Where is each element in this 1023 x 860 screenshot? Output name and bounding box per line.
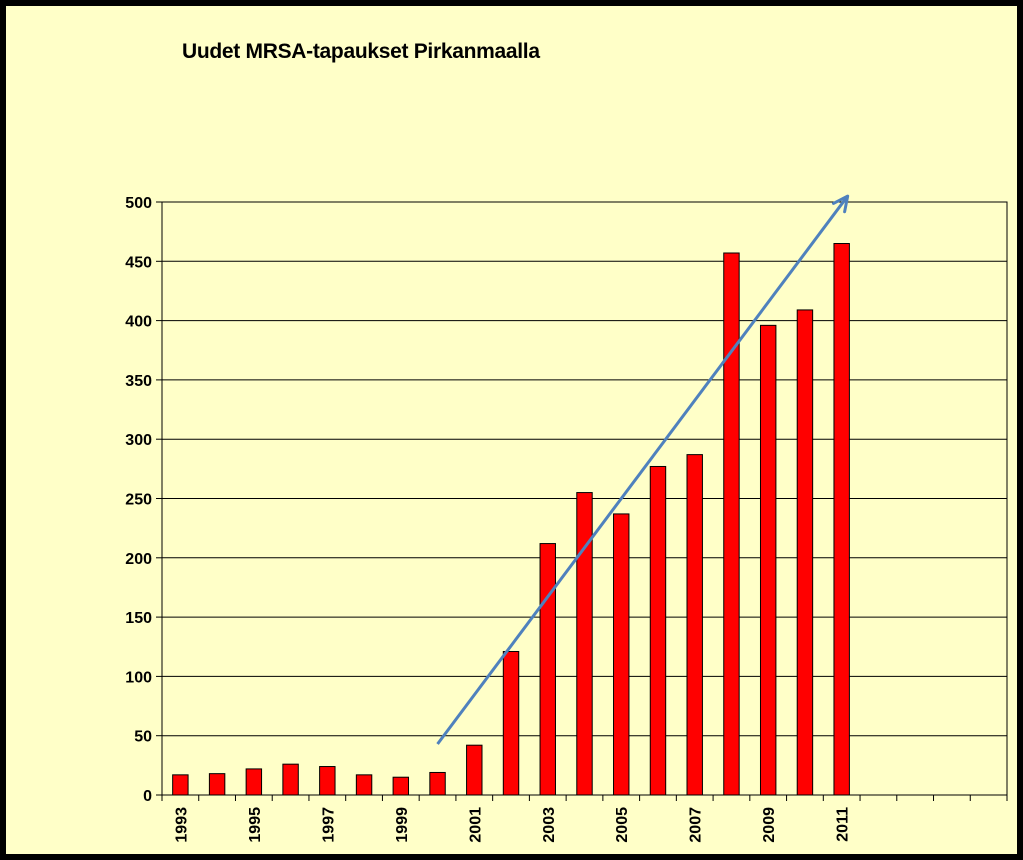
y-tick-label-0: 0 — [143, 788, 152, 805]
bar-2003 — [539, 543, 556, 796]
bar-2009 — [759, 324, 777, 796]
x-tick-label-1995: 1995 — [247, 807, 264, 843]
y-tick-label-250: 250 — [125, 492, 152, 509]
bar-2000 — [429, 771, 446, 796]
x-tick-label-2005: 2005 — [614, 807, 631, 843]
y-tick-label-200: 200 — [125, 551, 152, 568]
bar-2010 — [796, 309, 814, 796]
bar-2008 — [723, 252, 740, 796]
x-tick-label-2001: 2001 — [467, 807, 484, 843]
bar-1994 — [208, 773, 226, 796]
bar-2005 — [613, 513, 630, 796]
bar-2004 — [576, 492, 593, 796]
bar-1999 — [392, 776, 410, 796]
y-tick-label-100: 100 — [125, 669, 152, 686]
chart-area: Uudet MRSA-tapaukset Pirkanmaalla 0 50 100… — [6, 6, 1017, 854]
y-tick-label-300: 300 — [125, 432, 152, 449]
bar-2002 — [502, 650, 520, 796]
x-tick-label-1999: 1999 — [394, 807, 411, 843]
bar-1996 — [282, 763, 299, 796]
x-tick-label-1993: 1993 — [173, 807, 190, 843]
y-tick-label-400: 400 — [125, 314, 152, 331]
x-tick-label-2007: 2007 — [688, 807, 705, 843]
bar-1993 — [172, 774, 189, 796]
bar-1998 — [355, 774, 373, 796]
bar-2007 — [686, 454, 703, 796]
y-tick-label-150: 150 — [125, 610, 152, 627]
bar-2006 — [649, 465, 667, 796]
trend-arrow-line — [436, 195, 849, 745]
trend-arrow-head — [831, 194, 850, 214]
y-tick-label-350: 350 — [125, 373, 152, 390]
y-tick-label-50: 50 — [134, 729, 152, 746]
chart-title: Uudet MRSA-tapaukset Pirkanmaalla — [182, 40, 540, 63]
y-tick-label-450: 450 — [125, 254, 152, 271]
x-tick-label-1997: 1997 — [320, 807, 337, 843]
x-tick-label-2009: 2009 — [761, 807, 778, 843]
bar-1997 — [319, 766, 336, 796]
x-tick-label-2011: 2011 — [835, 807, 852, 842]
bar-1995 — [245, 768, 263, 796]
bar-2001 — [466, 744, 483, 796]
y-tick-label-500: 500 — [125, 195, 152, 212]
bar-chart: 0 50 100 150 200 250 300 350 400 450 500 1993 1995 19… — [125, 194, 1008, 843]
bar-2011 — [833, 243, 850, 796]
x-tick-label-2003: 2003 — [541, 807, 558, 843]
